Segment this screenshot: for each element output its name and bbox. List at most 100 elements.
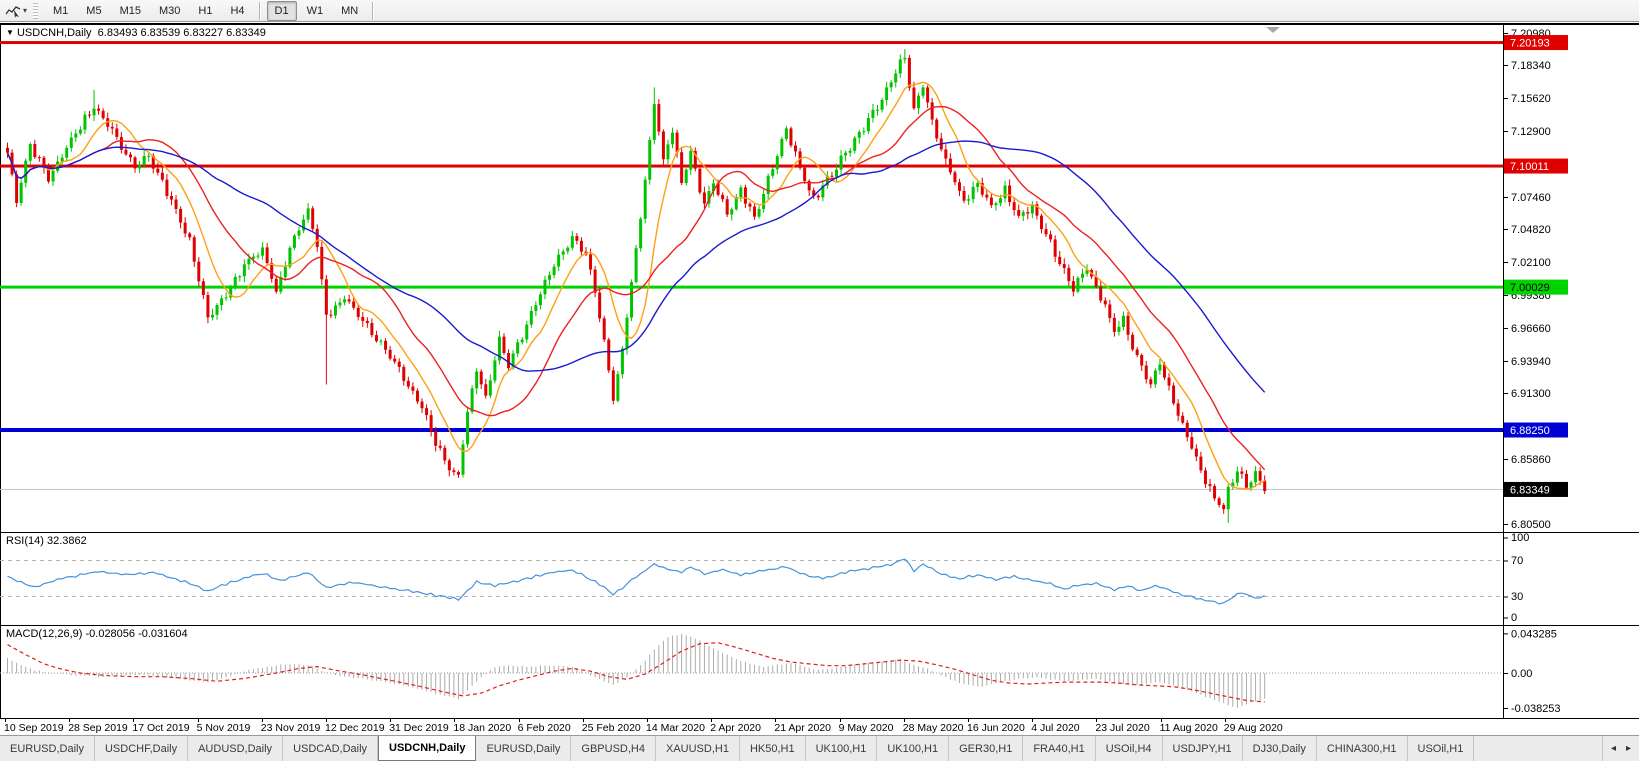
timeframe-buttons: M1 M5 M15 M30 H1 H4 D1 W1 MN	[44, 0, 379, 21]
svg-text:6.93940: 6.93940	[1511, 356, 1551, 368]
time-axis-label: 23 Nov 2019	[260, 722, 321, 734]
tab-scroll-left-icon[interactable]: ◂	[1610, 743, 1616, 754]
time-tick	[711, 719, 713, 722]
chart-tab-usdcad-daily[interactable]: USDCAD,Daily	[283, 736, 379, 761]
chart-tab-uk100-h1[interactable]: UK100,H1	[877, 736, 950, 761]
timeframe-button-m15[interactable]: M15	[119, 4, 141, 17]
svg-text:0: 0	[1511, 612, 1517, 624]
chart-tab-usdcnh-daily[interactable]: USDCNH,Daily	[378, 736, 477, 761]
time-tick	[839, 719, 841, 722]
rsi-line	[7, 558, 1265, 605]
chart-tab-eurusd-daily[interactable]: EURUSD,Daily	[0, 736, 95, 761]
chart-tab-uk100-h1[interactable]: UK100,H1	[806, 736, 878, 761]
chart-expander-icon[interactable]: ▼	[6, 28, 14, 37]
hline-7.00029[interactable]	[0, 285, 1503, 289]
time-tick	[133, 719, 135, 722]
time-axis-label: 28 May 2020	[902, 722, 964, 734]
chart-tab-audusd-daily[interactable]: AUDUSD,Daily	[188, 736, 284, 761]
chart-title[interactable]: ▼ USDCNH,Daily 6.83493 6.83539 6.83227 6…	[6, 27, 266, 39]
chart-tab-usoil-h1[interactable]: USOil,H1	[1408, 736, 1475, 761]
rsi-plot[interactable]: 100 70 30 0	[0, 532, 1639, 625]
macd-panel[interactable]: MACD(12,26,9) -0.028056 -0.031604 0.0432…	[0, 625, 1639, 718]
price-axis-line	[1503, 25, 1504, 532]
price-badge-6.88250	[1504, 422, 1568, 438]
chart-cursor-icon[interactable]	[3, 2, 23, 20]
chart-tab-dj30-daily[interactable]: DJ30,Daily	[1243, 736, 1317, 761]
chart-tab-bar: EURUSD,Daily USDCHF,Daily AUDUSD,Daily USDC…	[0, 735, 1639, 761]
chart-tab-xauusd-h1[interactable]: XAUUSD,H1	[656, 736, 740, 761]
time-axis-label: 28 Sep 2019	[68, 722, 128, 734]
svg-text:6.91300: 6.91300	[1511, 388, 1551, 400]
chart-cursor-caret[interactable]: ▾	[23, 6, 28, 15]
svg-text:-0.038253: -0.038253	[1511, 703, 1561, 715]
svg-text:7.20193: 7.20193	[1510, 38, 1550, 50]
svg-text:6.80500: 6.80500	[1511, 519, 1551, 531]
timeframe-button-h1[interactable]: H1	[198, 4, 213, 17]
hline-7.20193[interactable]	[0, 41, 1503, 45]
ma-mid-line	[6, 105, 1266, 471]
time-tick	[775, 719, 777, 722]
chart-tab-usdchf-daily[interactable]: USDCHF,Daily	[95, 736, 189, 761]
svg-text:30: 30	[1511, 591, 1523, 603]
tab-scroll-arrows: ◂ ▸	[1601, 736, 1639, 761]
macd-plot[interactable]: 0.043285 0.00 -0.038253	[0, 625, 1639, 718]
svg-text:6.83349: 6.83349	[1510, 484, 1550, 496]
chart-tab-hk50-h1[interactable]: HK50,H1	[740, 736, 806, 761]
time-axis-label: 18 Jan 2020	[453, 722, 512, 734]
chart-ohlc-values: 6.83493 6.83539 6.83227 6.83349	[97, 27, 266, 39]
time-axis-label: 4 Jul 2020	[1031, 722, 1080, 734]
time-tick	[390, 719, 392, 722]
timeframe-button-m5[interactable]: M5	[86, 4, 102, 17]
time-tick	[197, 719, 199, 722]
time-axis-label: 25 Feb 2020	[581, 722, 641, 734]
chart-tab-usoil-h4[interactable]: USOil,H4	[1096, 736, 1163, 761]
svg-text:0.043285: 0.043285	[1511, 628, 1557, 640]
time-tick	[647, 719, 648, 722]
svg-text:7.02100: 7.02100	[1511, 257, 1551, 269]
time-tick	[1224, 719, 1226, 722]
timeframe-button-h4[interactable]: H4	[230, 4, 245, 17]
price-badge-7.20193	[1504, 35, 1568, 51]
time-axis[interactable]: 10 Sep 2019 28 Sep 2019 17 Oct 2019 5 Nov 2…	[0, 718, 1639, 735]
chart-tab-usdjpy-h1[interactable]: USDJPY,H1	[1163, 736, 1243, 761]
hline-7.10011[interactable]	[0, 164, 1503, 168]
tab-scroll-right-icon[interactable]: ▸	[1625, 743, 1631, 754]
svg-text:7.10011: 7.10011	[1510, 161, 1549, 173]
chart-tab-fra40-h1[interactable]: FRA40,H1	[1023, 736, 1096, 761]
chart-tab-eurusd-daily[interactable]: EURUSD,Daily	[476, 736, 572, 761]
timeframe-button-m30[interactable]: M30	[158, 4, 181, 17]
time-tick	[968, 719, 969, 722]
toolbar-separator	[258, 1, 261, 20]
svg-text:6.85860: 6.85860	[1511, 454, 1551, 466]
chart-tabs: EURUSD,Daily USDCHF,Daily AUDUSD,Daily USDC…	[0, 736, 1602, 761]
panel-top-border	[0, 23, 1639, 25]
svg-text:7.04820: 7.04820	[1511, 224, 1551, 236]
time-axis-label: 17 Oct 2019	[132, 722, 190, 734]
chart-symbol-period: USDCNH,Daily	[16, 27, 92, 39]
svg-text:70: 70	[1511, 555, 1523, 567]
toolbar-grip[interactable]	[33, 2, 39, 19]
current-price-6.83349[interactable]	[0, 488, 1503, 490]
time-axis-label: 2 Apr 2020	[710, 722, 761, 734]
chart-tab-ger30-h1[interactable]: GER30,H1	[949, 736, 1024, 761]
candlestick-chart[interactable]: 7.209807.183407.156207.129007.074607.048…	[0, 23, 1639, 532]
svg-text:7.18340: 7.18340	[1511, 60, 1551, 72]
time-axis-label: 23 Jul 2020	[1095, 722, 1150, 734]
chart-tab-china300-h1[interactable]: CHINA300,H1	[1317, 736, 1408, 761]
timeframe-button-w1[interactable]: W1	[306, 4, 324, 17]
rsi-panel[interactable]: RSI(14) 32.3862 100 70 30 0	[0, 532, 1639, 625]
svg-text:6.96660: 6.96660	[1511, 323, 1551, 335]
price-chart-panel[interactable]: ▼ USDCNH,Daily 6.83493 6.83539 6.83227 6…	[0, 23, 1639, 532]
timeframe-button-d1[interactable]: D1	[266, 0, 297, 21]
timeframe-button-mn[interactable]: MN	[341, 4, 359, 17]
time-tick	[69, 719, 71, 722]
time-axis-label: 11 Aug 2020	[1159, 722, 1218, 734]
time-axis-label: 29 Aug 2020	[1223, 722, 1283, 734]
svg-text:7.15620: 7.15620	[1511, 93, 1551, 105]
hline-6.88250[interactable]	[0, 428, 1503, 433]
time-tick	[454, 719, 456, 722]
timeframe-button-m1[interactable]: M1	[53, 4, 69, 17]
chart-tab-gbpusd-h4[interactable]: GBPUSD,H4	[571, 736, 656, 761]
time-axis-label: 9 May 2020	[838, 722, 894, 734]
